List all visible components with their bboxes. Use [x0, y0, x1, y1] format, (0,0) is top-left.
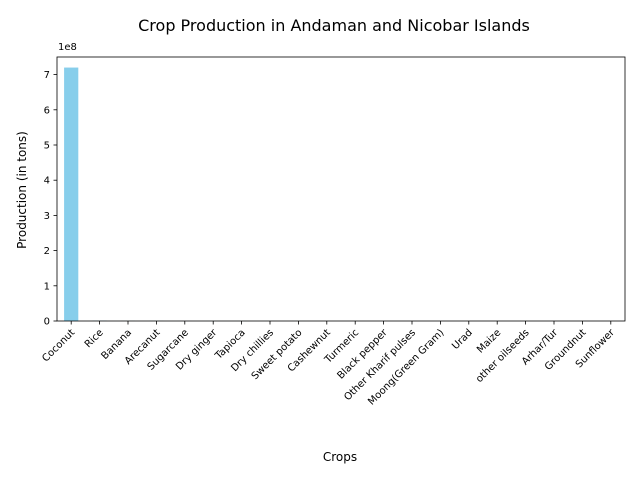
x-axis-label: Crops [323, 450, 357, 464]
y-axis-label: Production (in tons) [15, 131, 29, 249]
x-tick-label: Sweet potato [250, 327, 305, 382]
x-tick-label: Rice [83, 327, 106, 350]
x-tick-label: Coconut [40, 327, 77, 364]
bar [64, 67, 79, 321]
y-tick-label: 1 [44, 281, 50, 292]
y-tick-label: 2 [44, 246, 50, 257]
chart-title: Crop Production in Andaman and Nicobar I… [138, 16, 530, 35]
y-offset-label: 1e8 [58, 42, 77, 53]
y-axis-ticks: 0 1 2 3 4 5 6 7 [44, 70, 57, 328]
x-tick-label: Urad [450, 327, 475, 352]
y-tick-label: 5 [44, 141, 50, 152]
y-tick-label: 7 [44, 70, 50, 81]
y-tick-label: 0 [44, 317, 50, 328]
plot-frame [56, 56, 626, 322]
bars [64, 67, 618, 321]
y-tick-label: 6 [44, 105, 50, 116]
y-tick-label: 4 [44, 176, 50, 187]
x-tick-label: Black pepper [335, 327, 390, 382]
y-tick-label: 3 [44, 211, 50, 222]
